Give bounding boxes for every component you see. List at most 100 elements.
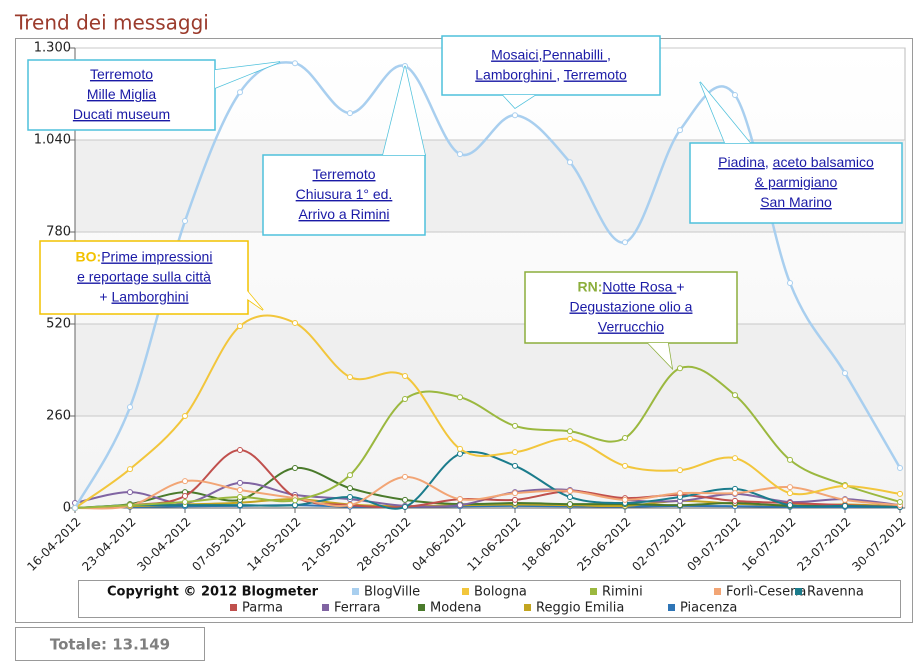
data-point bbox=[237, 89, 243, 96]
callout-link: aceto balsamico bbox=[773, 154, 874, 170]
data-point bbox=[292, 319, 298, 326]
callout-text: Lamborghini , Terremoto bbox=[475, 66, 627, 82]
legend-label: Ravenna bbox=[807, 585, 864, 600]
data-point bbox=[402, 373, 408, 380]
data-point bbox=[897, 465, 903, 472]
callout-plain: + bbox=[676, 278, 684, 294]
callout-text: Ducati museum bbox=[73, 106, 170, 122]
data-point bbox=[677, 365, 683, 372]
data-point bbox=[292, 497, 298, 504]
callout-plain: , bbox=[765, 154, 773, 170]
legend-swatch bbox=[230, 604, 237, 611]
callout-text: Mosaici,Pennabilli , bbox=[491, 46, 611, 62]
data-point bbox=[237, 502, 243, 509]
data-point bbox=[182, 218, 188, 225]
callout-link: Terremoto bbox=[90, 66, 153, 82]
data-point bbox=[402, 396, 408, 403]
callout-plain: , bbox=[607, 46, 611, 62]
data-point bbox=[237, 323, 243, 330]
legend-label: Piacenza bbox=[680, 601, 737, 616]
callout-text: BO:Prime impressioni bbox=[76, 248, 213, 264]
callout-link: Degustazione olio a bbox=[570, 298, 693, 314]
x-tick-label: 04-06-2012 bbox=[409, 515, 468, 574]
data-point bbox=[622, 462, 628, 469]
data-point bbox=[127, 502, 133, 509]
data-point bbox=[897, 490, 903, 497]
data-point bbox=[677, 490, 683, 497]
data-point bbox=[567, 488, 573, 495]
y-tick-label: 520 bbox=[46, 317, 71, 332]
data-point bbox=[512, 422, 518, 429]
callout-box bbox=[441, 35, 661, 96]
callout-text: Piadina, aceto balsamico bbox=[718, 154, 874, 170]
callout-text: + Lamborghini bbox=[99, 288, 188, 304]
x-tick-label: 23-04-2012 bbox=[79, 515, 138, 574]
data-point bbox=[787, 484, 793, 491]
data-point bbox=[842, 496, 848, 503]
callout-pointer-fill bbox=[220, 280, 263, 310]
x-tick-label: 09-07-2012 bbox=[684, 515, 743, 574]
legend-label: Bologna bbox=[474, 585, 527, 600]
callout-box bbox=[524, 271, 738, 344]
callout-link: Ducati museum bbox=[73, 106, 170, 122]
callout-text: Chiusura 1° ed. bbox=[296, 186, 393, 202]
data-point bbox=[567, 436, 573, 442]
callout-text: Terremoto bbox=[90, 66, 153, 82]
data-point bbox=[237, 486, 243, 493]
x-tick-label: 16-04-2012 bbox=[24, 515, 83, 574]
callout-text: Terremoto bbox=[312, 166, 375, 182]
x-tick-label: 30-07-2012 bbox=[849, 515, 908, 574]
data-point bbox=[72, 505, 78, 511]
callout-link: Notte Rosa bbox=[602, 278, 676, 294]
data-point bbox=[237, 479, 243, 486]
callout-link: Lamborghini bbox=[475, 66, 556, 82]
y-tick-label: 0 bbox=[63, 501, 71, 516]
callout-pointer-fill bbox=[215, 62, 280, 88]
data-point bbox=[457, 445, 463, 452]
data-point bbox=[292, 60, 298, 67]
callout-link: Mille Miglia bbox=[87, 86, 156, 102]
data-point bbox=[842, 502, 848, 509]
data-point bbox=[567, 501, 573, 508]
callout-link: Verrucchio bbox=[598, 318, 664, 334]
x-tick-label: 30-04-2012 bbox=[134, 515, 193, 574]
data-point bbox=[842, 370, 848, 377]
data-point bbox=[567, 428, 573, 435]
callout-text: San Marino bbox=[760, 194, 832, 210]
data-point bbox=[402, 496, 408, 503]
legend-swatch bbox=[352, 588, 359, 595]
data-point bbox=[842, 483, 848, 490]
y-tick-label: 1.040 bbox=[34, 133, 71, 148]
callout-link: e reportage sulla città bbox=[77, 268, 211, 284]
data-point bbox=[512, 449, 518, 456]
legend-label: BlogVille bbox=[364, 585, 420, 600]
data-point bbox=[347, 502, 353, 509]
legend-swatch bbox=[714, 588, 721, 595]
legend-label: Modena bbox=[430, 601, 482, 616]
callout-text: Arrivo a Rimini bbox=[298, 206, 389, 222]
legend-title: Copyright © 2012 Blogmeter bbox=[107, 585, 319, 600]
data-point bbox=[732, 392, 738, 399]
data-point bbox=[787, 279, 793, 286]
data-point bbox=[512, 462, 518, 469]
callout-link: San Marino bbox=[760, 194, 832, 210]
data-point bbox=[677, 467, 683, 474]
series-line bbox=[74, 450, 901, 510]
callout-link: Lamborghini bbox=[112, 288, 189, 304]
data-point bbox=[787, 502, 793, 509]
callout-text: Degustazione olio a bbox=[570, 298, 693, 314]
data-point bbox=[457, 502, 463, 509]
data-point bbox=[512, 496, 518, 503]
callout-text: Verrucchio bbox=[598, 318, 664, 334]
data-point bbox=[457, 450, 463, 457]
x-tick-label: 28-05-2012 bbox=[354, 515, 413, 574]
legend-swatch bbox=[462, 588, 469, 595]
data-point bbox=[622, 434, 628, 441]
series-line bbox=[74, 475, 901, 510]
data-point bbox=[127, 489, 133, 496]
data-point bbox=[732, 455, 738, 462]
callout-box bbox=[27, 59, 216, 131]
legend-swatch bbox=[524, 604, 531, 611]
data-point bbox=[347, 494, 353, 501]
